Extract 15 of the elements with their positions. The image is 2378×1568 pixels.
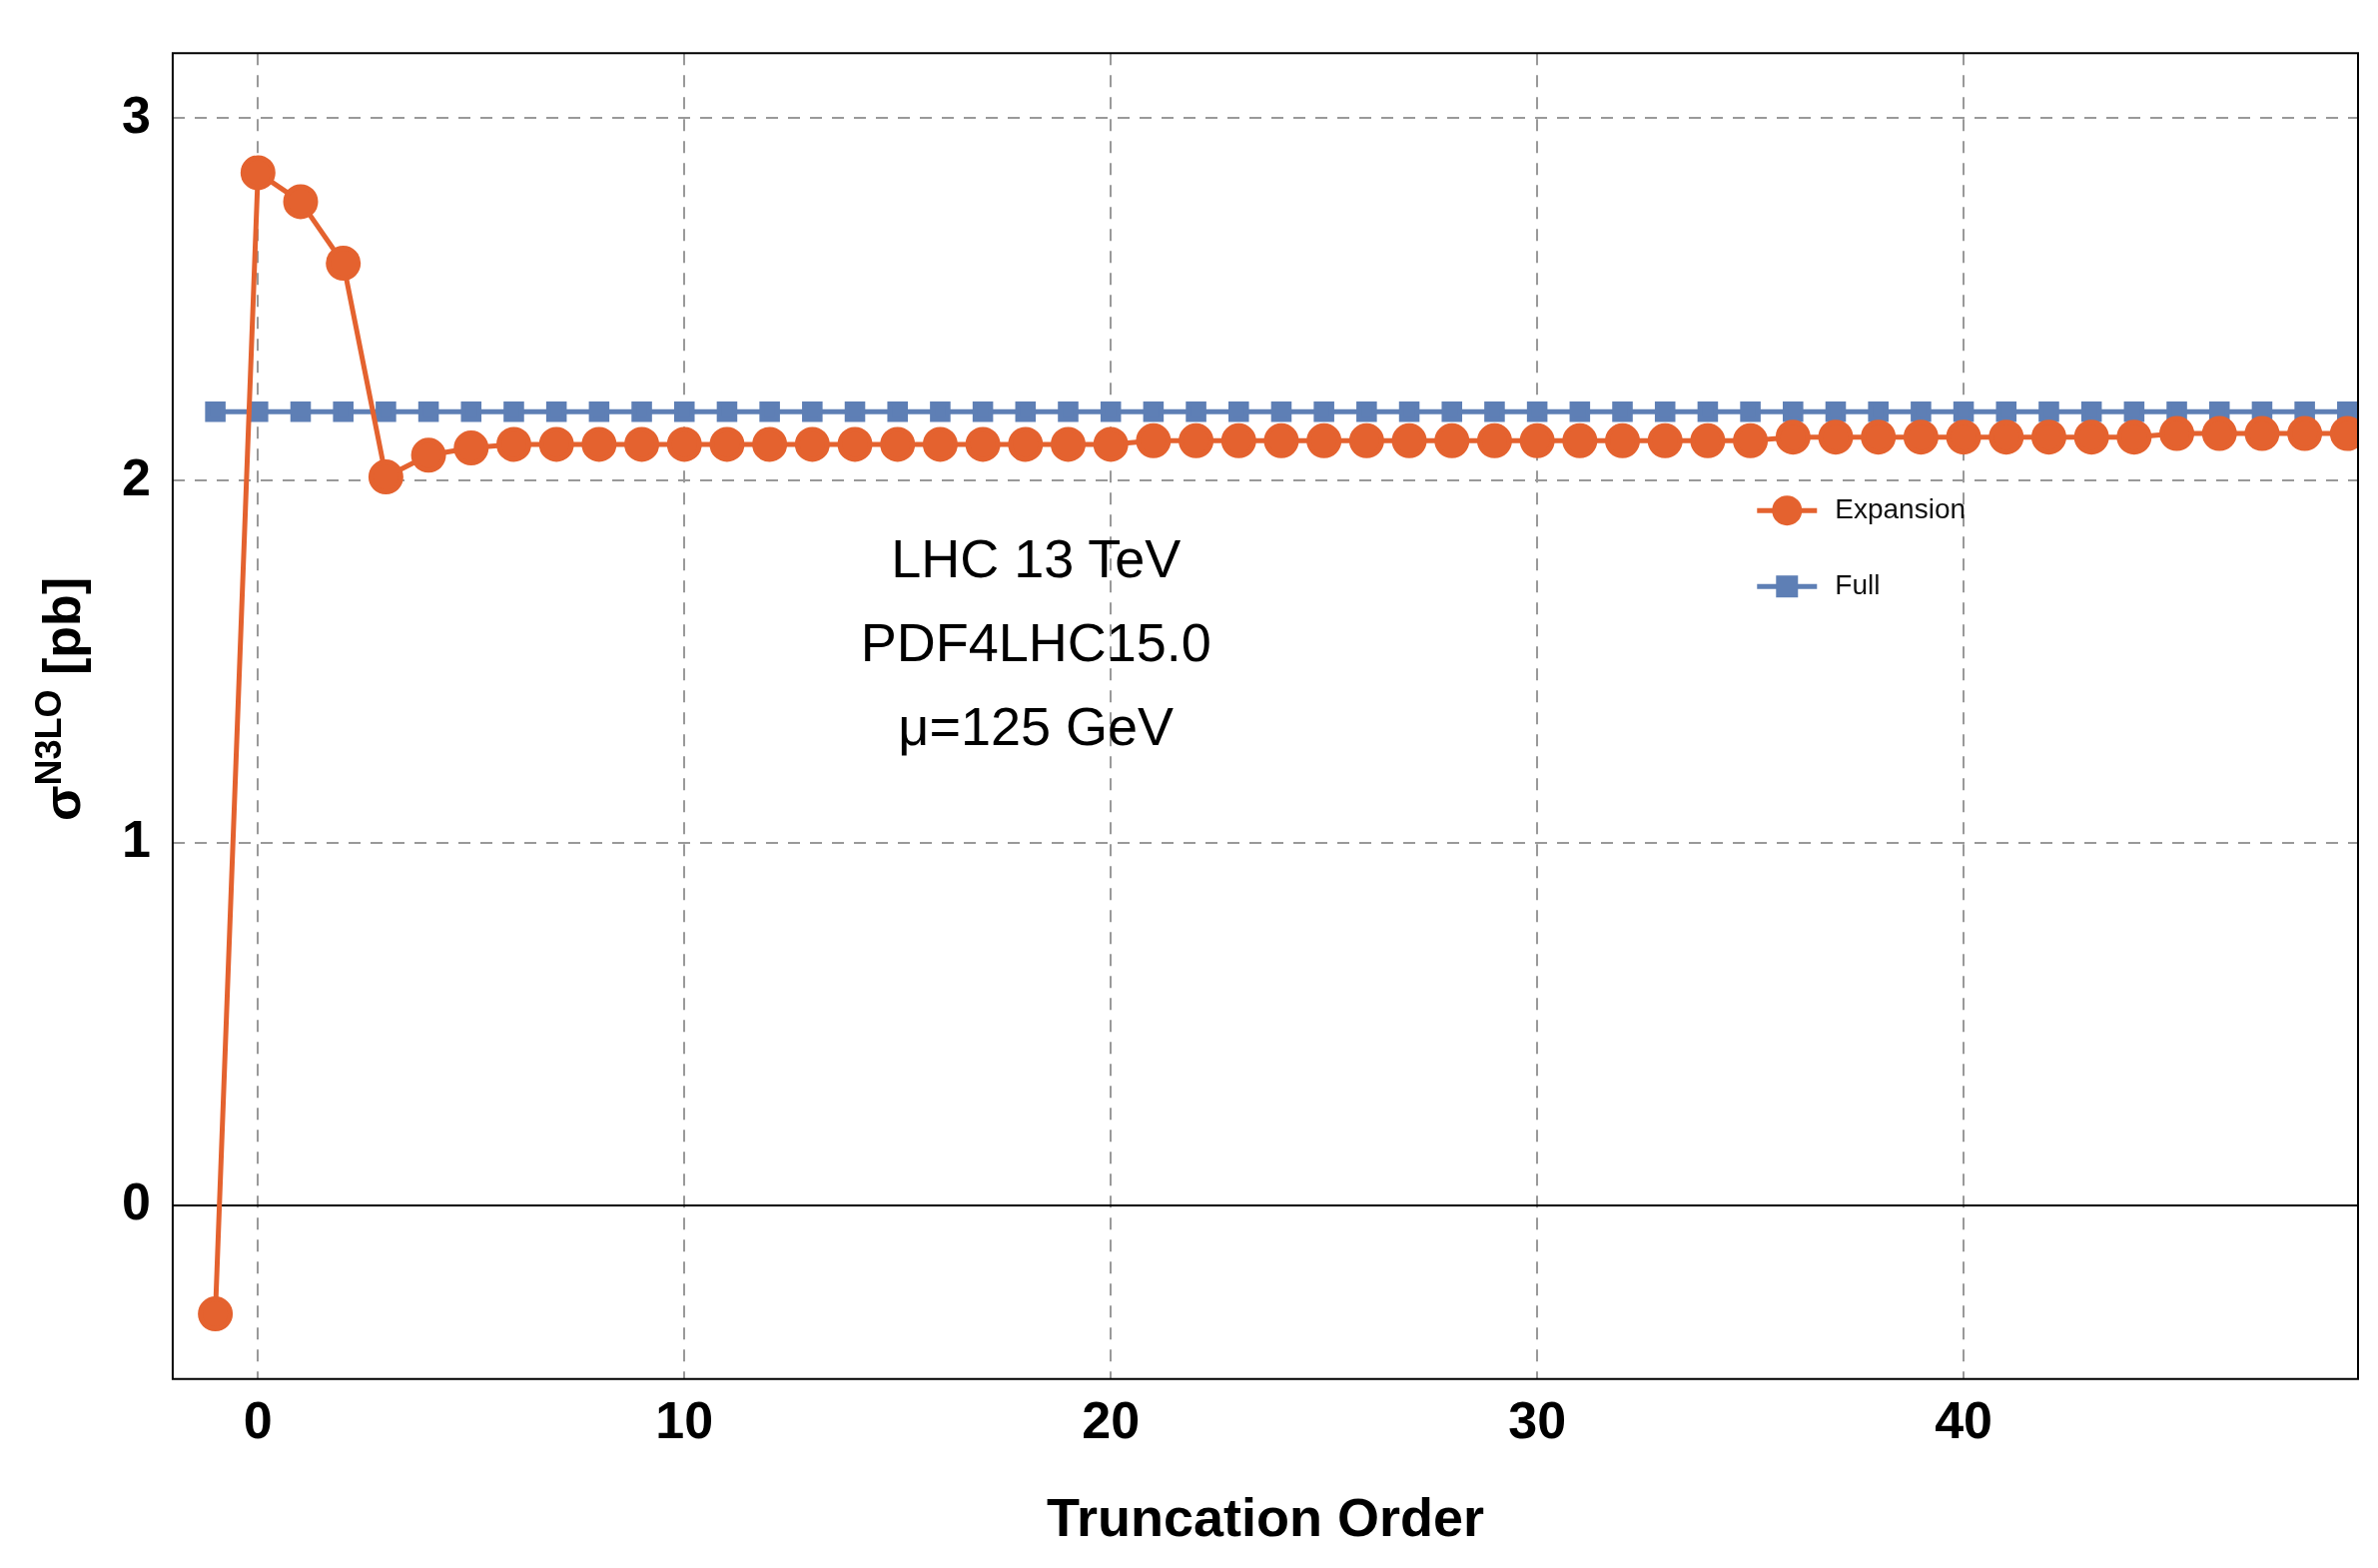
annotation: μ=125 GeV	[898, 695, 1175, 756]
x-tick-label: 30	[1508, 1391, 1567, 1450]
legend-label: Full	[1835, 568, 1881, 600]
y-tick-label: 1	[122, 810, 151, 869]
y-tick-label: 2	[122, 447, 151, 506]
annotation: PDF4LHC15.0	[860, 611, 1211, 672]
legend-label: Expansion	[1835, 492, 1967, 524]
x-tick-label: 10	[655, 1391, 714, 1450]
x-tick-label: 20	[1082, 1391, 1141, 1450]
annotation: LHC 13 TeV	[891, 527, 1182, 588]
x-tick-label: 40	[1935, 1391, 1992, 1450]
y-tick-label: 3	[122, 85, 151, 144]
x-tick-label: 0	[243, 1391, 273, 1450]
y-tick-label: 0	[122, 1173, 151, 1231]
x-axis-title: Truncation Order	[1046, 1487, 1484, 1548]
